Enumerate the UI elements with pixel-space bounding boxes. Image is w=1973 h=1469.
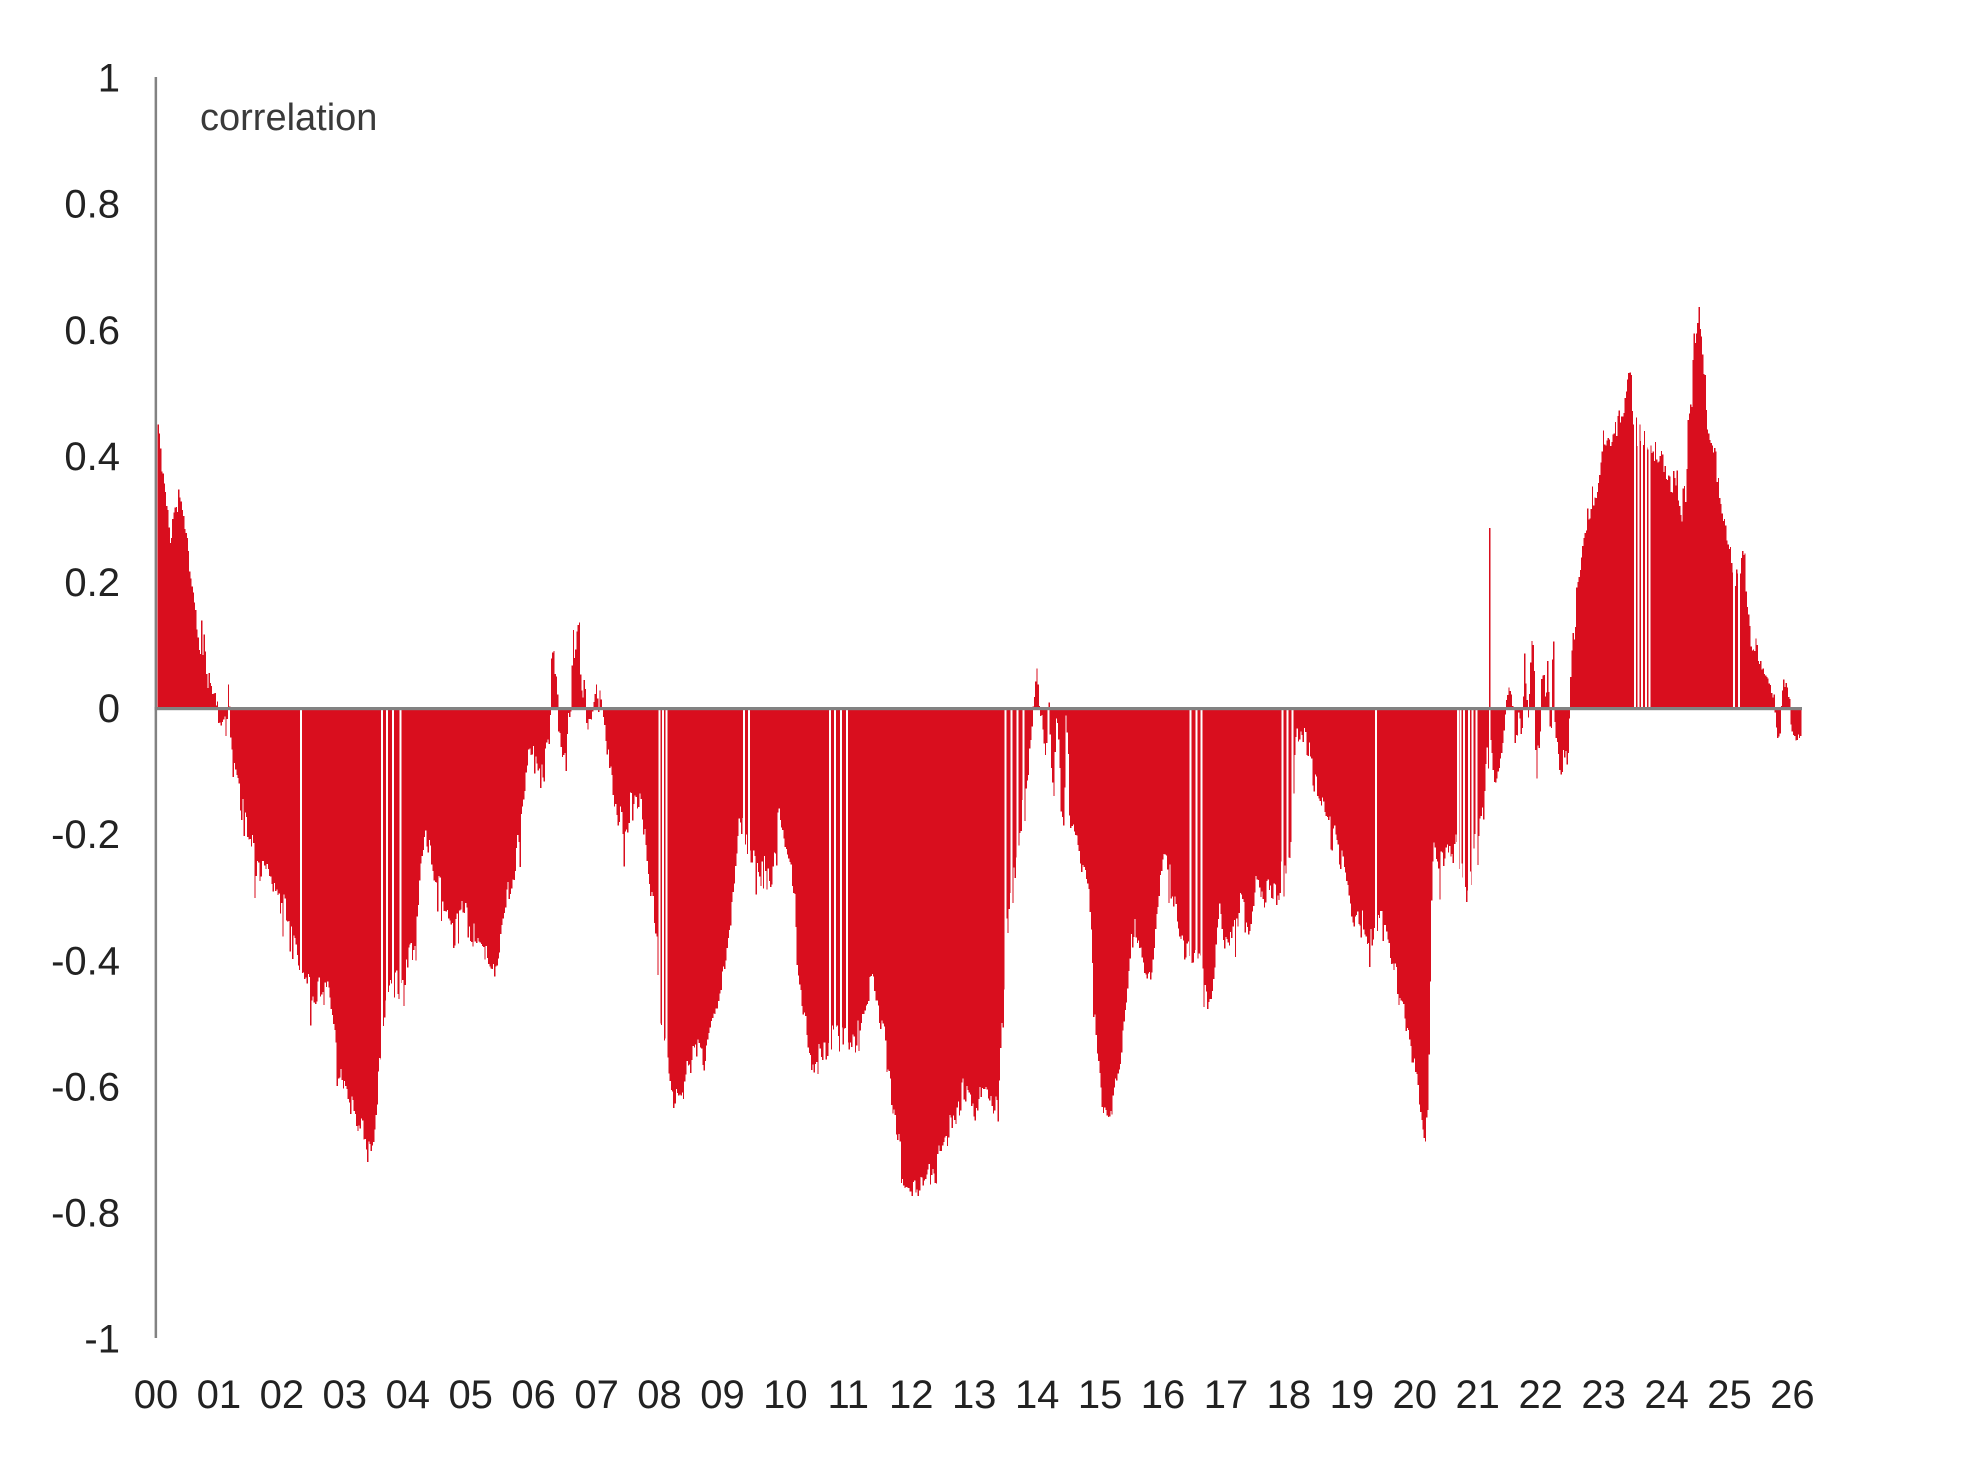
svg-text:1: 1: [98, 57, 120, 101]
svg-text:0.4: 0.4: [64, 435, 120, 479]
svg-text:-0.4: -0.4: [51, 939, 120, 983]
svg-text:25: 25: [1707, 1373, 1752, 1417]
svg-text:09: 09: [700, 1373, 745, 1417]
svg-text:-0.8: -0.8: [51, 1192, 120, 1236]
svg-text:05: 05: [448, 1373, 493, 1417]
svg-text:0.8: 0.8: [64, 183, 120, 227]
svg-text:0.6: 0.6: [64, 309, 120, 353]
svg-text:08: 08: [637, 1373, 682, 1417]
svg-text:01: 01: [197, 1373, 242, 1417]
svg-text:-1: -1: [84, 1318, 120, 1362]
svg-text:14: 14: [1015, 1373, 1060, 1417]
svg-text:00: 00: [134, 1373, 179, 1417]
svg-text:11: 11: [828, 1373, 870, 1417]
svg-text:-0.6: -0.6: [51, 1065, 120, 1109]
svg-text:24: 24: [1644, 1373, 1689, 1417]
svg-text:10: 10: [763, 1373, 808, 1417]
svg-text:0.2: 0.2: [64, 561, 120, 605]
svg-text:0: 0: [98, 687, 120, 731]
svg-text:20: 20: [1393, 1373, 1438, 1417]
svg-text:06: 06: [511, 1373, 556, 1417]
svg-text:16: 16: [1141, 1373, 1186, 1417]
svg-text:26: 26: [1770, 1373, 1815, 1417]
svg-text:correlation: correlation: [200, 97, 377, 139]
svg-text:12: 12: [889, 1373, 934, 1417]
svg-text:17: 17: [1204, 1373, 1249, 1417]
svg-text:03: 03: [323, 1373, 368, 1417]
svg-text:21: 21: [1455, 1373, 1500, 1417]
svg-text:18: 18: [1267, 1373, 1312, 1417]
svg-text:22: 22: [1518, 1373, 1563, 1417]
svg-text:04: 04: [386, 1373, 431, 1417]
svg-text:02: 02: [260, 1373, 305, 1417]
svg-text:07: 07: [574, 1373, 619, 1417]
svg-text:15: 15: [1078, 1373, 1123, 1417]
svg-text:13: 13: [952, 1373, 997, 1417]
svg-text:23: 23: [1581, 1373, 1626, 1417]
svg-text:19: 19: [1330, 1373, 1375, 1417]
svg-text:-0.2: -0.2: [51, 813, 120, 857]
